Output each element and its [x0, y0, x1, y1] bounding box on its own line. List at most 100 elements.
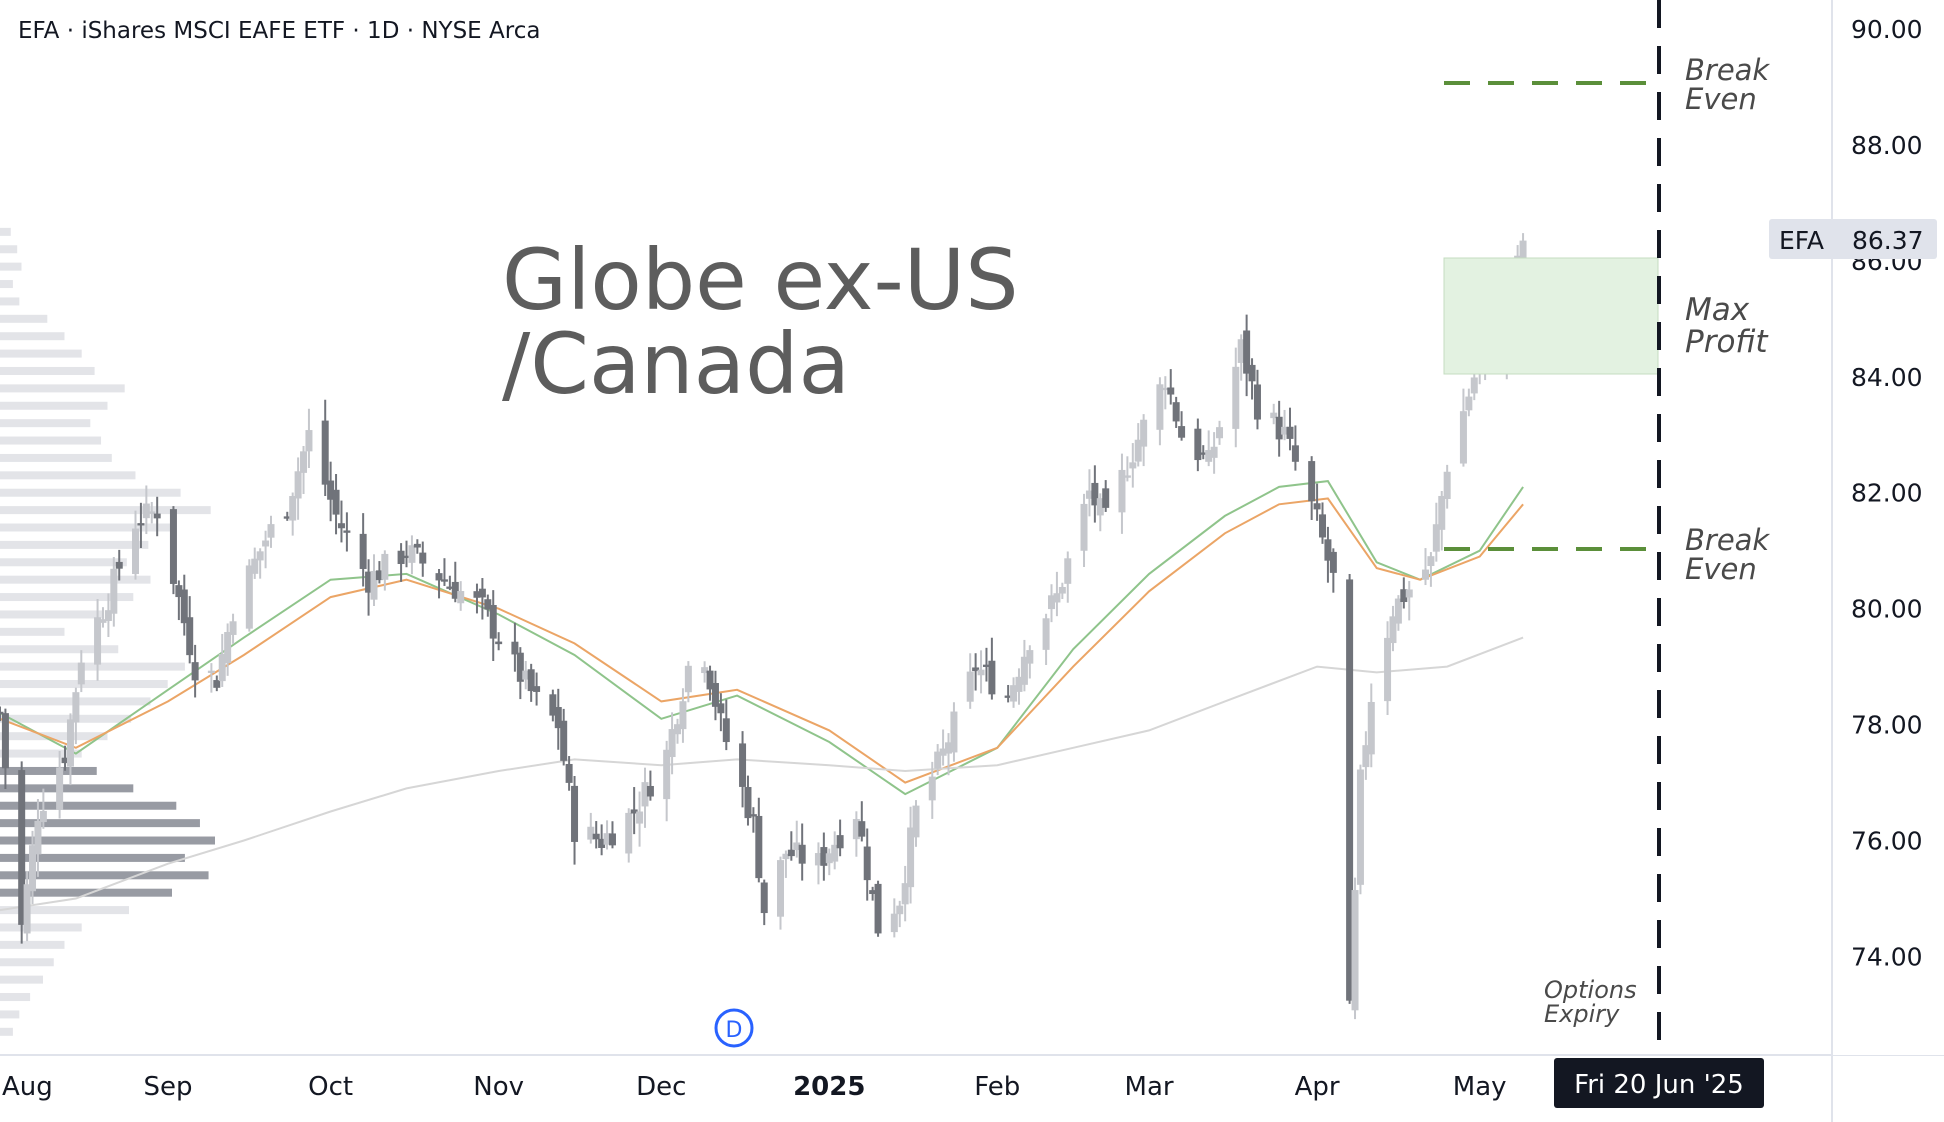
- candle-body: [115, 561, 123, 569]
- candle-body: [489, 605, 497, 639]
- candle-body: [397, 550, 405, 564]
- candle-body: [1118, 469, 1126, 513]
- volume-profile-bar: [0, 506, 211, 515]
- candle-body: [191, 662, 199, 681]
- moving-average-line: [0, 497, 1524, 784]
- candle-body: [646, 785, 654, 797]
- candle-body: [603, 833, 611, 845]
- candle-body: [1270, 412, 1278, 419]
- volume-profile-bar: [0, 975, 43, 984]
- time-axis-tick-label: 2025: [793, 1072, 865, 1102]
- volume-profile-bar: [0, 766, 97, 775]
- volume-profile-bar: [0, 714, 132, 723]
- candle-body: [679, 701, 687, 730]
- candle-body: [831, 844, 839, 862]
- candle-body: [1232, 366, 1240, 429]
- candle-body: [1026, 650, 1034, 664]
- volume-profile-bar: [0, 401, 108, 410]
- max-profit-label-1: Max: [1685, 292, 1750, 328]
- candle-body: [56, 767, 64, 810]
- time-axis-tick-label: Feb: [974, 1072, 1020, 1102]
- candle-body: [928, 776, 936, 801]
- dividend-marker[interactable]: [714, 1008, 754, 1048]
- candle-body: [749, 814, 757, 817]
- candle-body: [1167, 387, 1175, 395]
- candle-body: [1329, 551, 1337, 573]
- candle-body: [787, 849, 795, 857]
- candle-body: [1438, 495, 1446, 530]
- candle-body: [1394, 598, 1402, 624]
- candle-body: [1199, 452, 1207, 455]
- candle-body: [1519, 240, 1527, 262]
- candle-body: [213, 680, 221, 688]
- candle-body: [988, 660, 996, 695]
- candle-body: [440, 579, 448, 582]
- crosshair-date-text: Fri 20 Jun '25: [1574, 1070, 1744, 1100]
- candle-body: [1053, 593, 1061, 603]
- candle-body: [337, 523, 345, 529]
- moving-averages: [0, 480, 1524, 912]
- candle-body: [327, 480, 335, 500]
- candle-body: [625, 812, 633, 854]
- candle-body: [61, 757, 69, 764]
- candle-body: [224, 632, 232, 664]
- volume-profile-bar: [0, 1027, 13, 1036]
- candle-body: [1405, 589, 1413, 598]
- volume-profile-bar: [0, 419, 91, 428]
- volume-profile-bar: [0, 1010, 20, 1019]
- candle-body: [1400, 589, 1408, 603]
- candle-body: [945, 742, 953, 754]
- moving-average-line: [0, 636, 1524, 912]
- candle-body: [636, 811, 644, 824]
- candle-body: [1346, 579, 1354, 1001]
- candle-body: [1291, 445, 1299, 462]
- candle-body: [825, 853, 833, 864]
- candle-body: [1161, 387, 1169, 391]
- candle-body: [142, 503, 150, 519]
- candle-body: [744, 787, 752, 819]
- volume-profile-bar: [0, 471, 136, 480]
- candle-body: [110, 568, 118, 614]
- candle-body: [359, 533, 367, 569]
- volume-profile-bar: [0, 366, 95, 375]
- candle-body: [1156, 384, 1164, 430]
- candle-body: [852, 819, 860, 840]
- candle-body: [511, 641, 519, 655]
- candle-body: [527, 669, 535, 692]
- candle-body: [1058, 586, 1066, 594]
- candle-body: [1243, 330, 1251, 374]
- candle-body: [907, 827, 915, 888]
- chart-header: EFA · iShares MSCI EAFE ETF · 1D · NYSE …: [18, 18, 541, 44]
- price-axis[interactable]: [1833, 0, 1944, 1055]
- candle-body: [148, 511, 156, 514]
- max-profit-label-2: Profit: [1685, 324, 1769, 360]
- volume-profile-bar: [0, 558, 127, 567]
- volume-profile-bar: [0, 575, 151, 584]
- candle-body: [554, 707, 562, 729]
- candle-body: [1427, 556, 1435, 567]
- watermark-line-1: Globe ex-US: [502, 231, 1019, 329]
- candle-body: [912, 805, 920, 838]
- candle-body: [478, 588, 486, 598]
- candle-body: [608, 833, 616, 846]
- candle-body: [565, 763, 573, 783]
- candle-body: [72, 692, 80, 723]
- time-axis-ticks: AugSepOctNovDec2025FebMarAprMayJ: [2, 1072, 1652, 1102]
- candle-body: [1275, 416, 1283, 440]
- volume-profile-bar: [0, 384, 125, 393]
- candle-body: [1015, 676, 1023, 692]
- candle-body: [1064, 558, 1072, 584]
- candle-body: [1080, 503, 1088, 551]
- candle-body: [262, 540, 270, 547]
- candle-body: [435, 573, 443, 581]
- candle-body: [836, 835, 844, 849]
- candle-body: [1004, 695, 1012, 698]
- candle-body: [776, 860, 784, 917]
- candle-body: [484, 599, 492, 610]
- break-even-upper-label-1: Break: [1685, 53, 1770, 87]
- candle-body: [717, 703, 725, 714]
- candle-body: [381, 553, 389, 580]
- volume-profile-bar: [0, 940, 65, 949]
